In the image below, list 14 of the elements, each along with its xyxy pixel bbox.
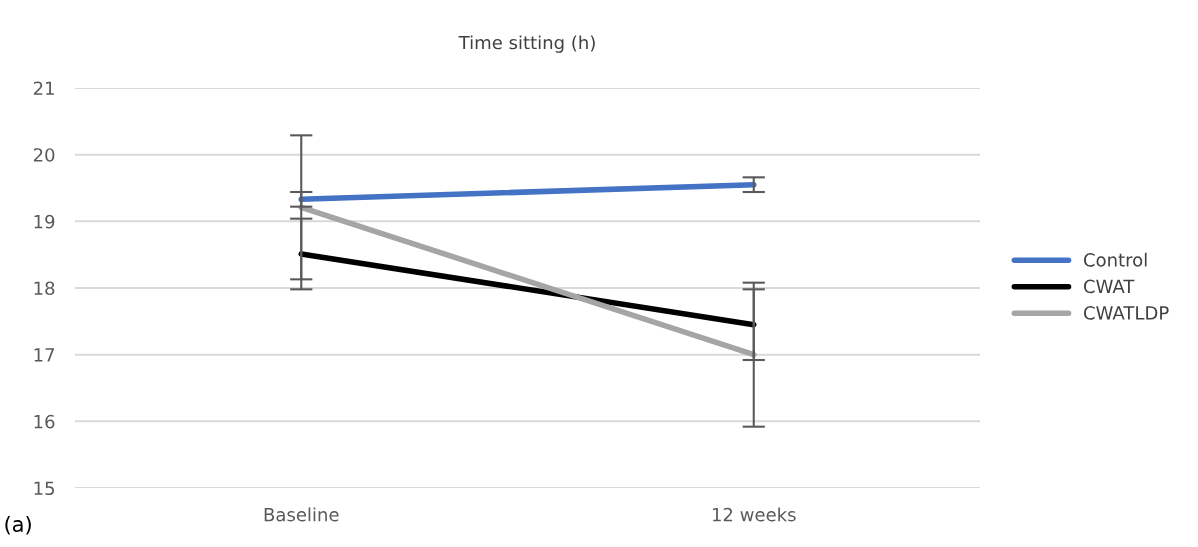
y-tick-label: 21 [33, 81, 54, 95]
y-tick-label: 19 [34, 214, 55, 229]
legend-label: CWAT [1083, 279, 1135, 294]
y-tick-label: 17 [34, 348, 55, 362]
y-tick-label: 16 [34, 414, 55, 429]
x-tick-label: Baseline [264, 507, 339, 522]
y-tick-label: 15 [34, 481, 54, 496]
y-tick-label: 18 [34, 281, 55, 296]
y-tick-label: 20 [33, 148, 55, 162]
chart-title: Time sitting (h) [458, 35, 595, 53]
x-tick-label: 12 weeks [712, 507, 796, 522]
legend-label: CWATLDP [1083, 306, 1169, 320]
text: (a) [5, 515, 31, 535]
legend-label: Control [1083, 252, 1147, 267]
